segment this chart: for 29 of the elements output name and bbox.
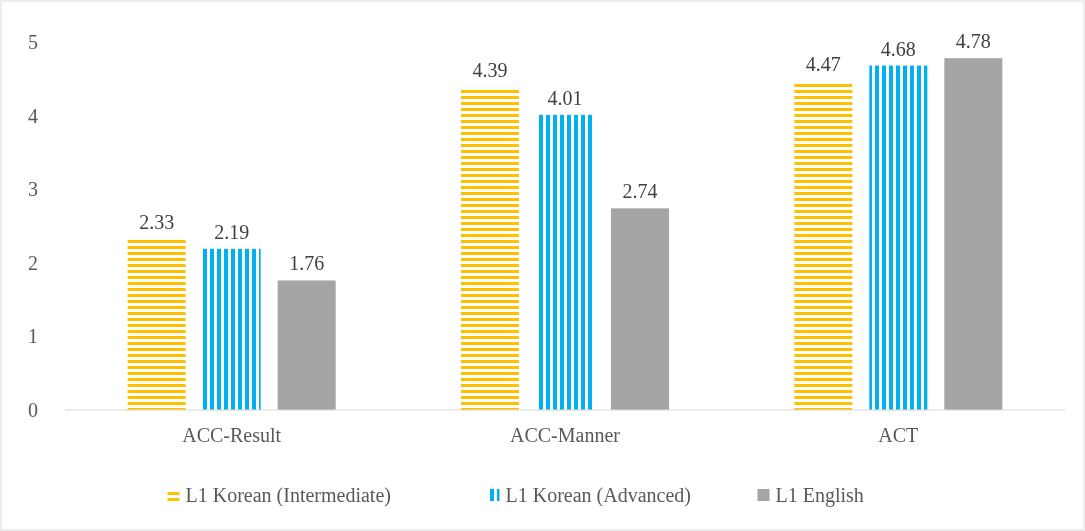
data-label: 2.74 xyxy=(622,180,658,203)
legend-label: L1 Korean (Intermediate) xyxy=(185,484,391,507)
legend-label: L1 English xyxy=(775,484,864,507)
x-tick-label: ACC-Manner xyxy=(510,424,621,446)
data-label: 4.78 xyxy=(955,30,991,53)
data-label: 4.47 xyxy=(805,53,841,76)
y-tick-label: 0 xyxy=(28,399,38,421)
y-tick-label: 5 xyxy=(28,31,38,53)
y-tick-label: 2 xyxy=(28,251,38,274)
x-tick-label: ACC-Result xyxy=(182,424,282,446)
bar xyxy=(277,280,336,410)
data-label: 4.68 xyxy=(880,37,916,60)
data-label: 1.76 xyxy=(289,252,325,275)
bar xyxy=(611,208,669,410)
data-label: 2.19 xyxy=(214,220,250,243)
x-tick-label: ACT xyxy=(878,424,919,446)
data-label: 2.33 xyxy=(139,210,175,233)
bar xyxy=(944,58,1003,410)
bar xyxy=(536,114,594,410)
y-tick-label: 3 xyxy=(28,178,38,201)
bar xyxy=(461,86,519,410)
legend-label: L1 Korean (Advanced) xyxy=(505,484,691,507)
bar xyxy=(127,238,186,410)
data-label: 4.01 xyxy=(547,86,583,109)
y-tick-label: 4 xyxy=(28,104,38,127)
y-tick-label: 1 xyxy=(28,325,38,348)
data-label: 4.39 xyxy=(472,58,508,81)
bar xyxy=(869,65,928,410)
bar xyxy=(202,248,261,410)
